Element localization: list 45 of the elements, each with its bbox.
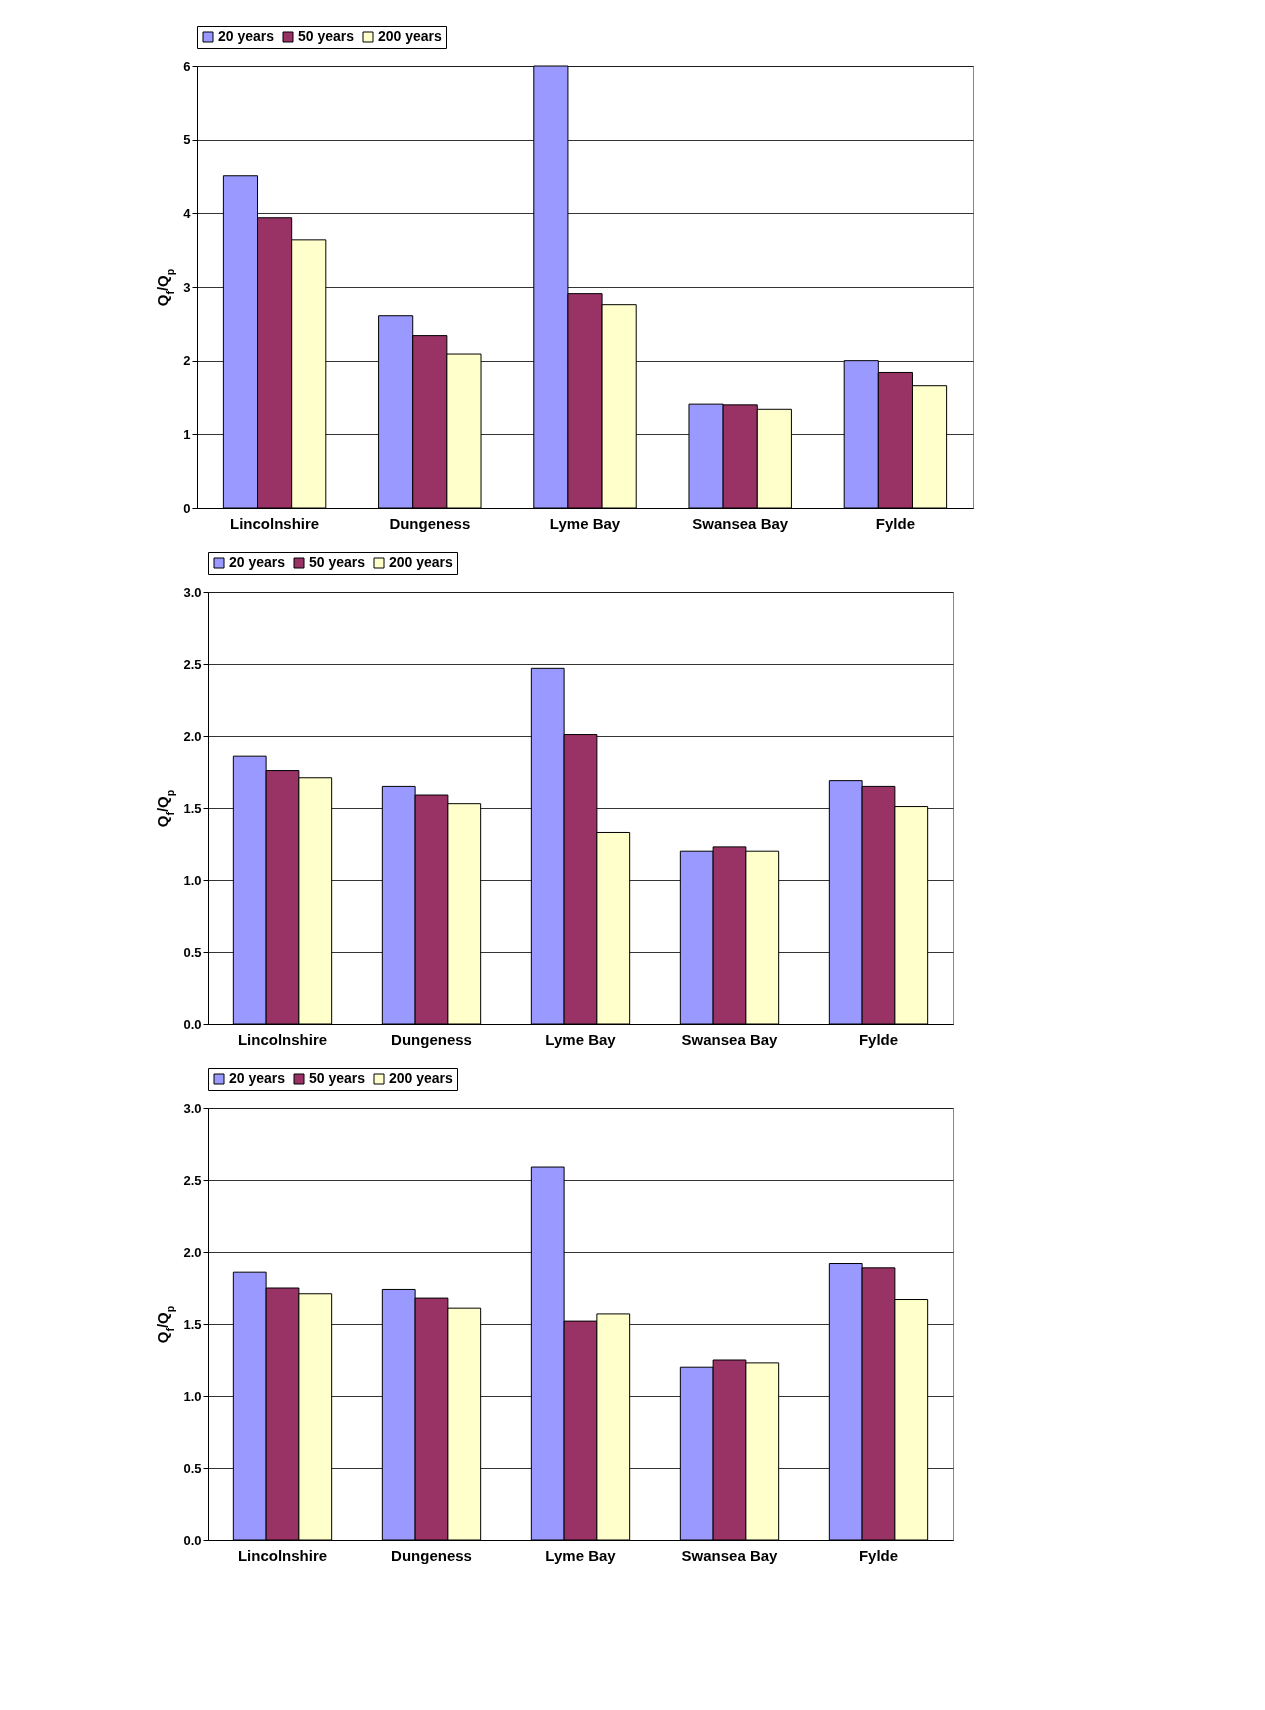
x-tick-label: Dungeness [391,1546,472,1564]
y-tick-label: 2.5 [183,656,202,672]
y-tick-label: 0.0 [183,1016,202,1032]
y-tick-label: 5 [183,132,191,148]
x-tick-label: Dungeness [391,1030,472,1048]
x-tick-label: Lyme Bay [549,514,621,532]
y-tick-label: 2.0 [183,728,202,744]
y-tick-label: 3 [183,279,191,295]
y-tick-label: 0 [183,500,191,516]
x-tick-label: Lincolnshire [237,1546,328,1564]
y-tick-label: 1.0 [183,872,202,888]
y-tick-label: 3.0 [183,1100,202,1116]
legend-label: 50 years [309,1070,366,1086]
y-tick-label: 2.5 [183,1172,202,1188]
x-tick-label: Swansea Bay [692,514,789,532]
x-tick-label: Lincolnshire [230,514,320,532]
x-tick-label: Swansea Bay [681,1546,779,1564]
x-tick-label: Lincolnshire [237,1030,328,1048]
legend-label: 20 years [218,28,275,44]
y-tick-label: 1 [183,426,191,442]
y-tick-label: 3.0 [183,584,202,600]
y-tick-label: 0.5 [183,944,202,960]
legend-label: 200 years [389,1070,454,1086]
x-tick-label: Lyme Bay [545,1546,617,1564]
legend-label: 50 years [309,554,366,570]
y-tick-label: 4 [183,205,192,221]
legend-label: 200 years [389,554,454,570]
y-tick-label: 0.0 [183,1532,202,1548]
x-tick-label: Dungeness [389,514,471,532]
y-tick-label: 1.0 [183,1388,202,1404]
y-tick-label: 2 [183,353,191,369]
y-tick-label: 0.5 [183,1460,202,1476]
legend-label: 200 years [378,28,443,44]
x-tick-label: Fylde [875,514,915,532]
x-tick-label: Fylde [858,1030,899,1048]
legend-label: 20 years [229,1070,286,1086]
y-tick-label: 1.5 [183,800,202,816]
y-tick-label: 1.5 [183,1316,202,1332]
y-tick-label: 6 [183,58,191,74]
x-tick-label: Fylde [858,1546,899,1564]
legend-label: 20 years [229,554,286,570]
y-tick-label: 2.0 [183,1244,202,1260]
x-tick-label: Lyme Bay [545,1030,617,1048]
x-tick-label: Swansea Bay [681,1030,779,1048]
legend-label: 50 years [298,28,355,44]
